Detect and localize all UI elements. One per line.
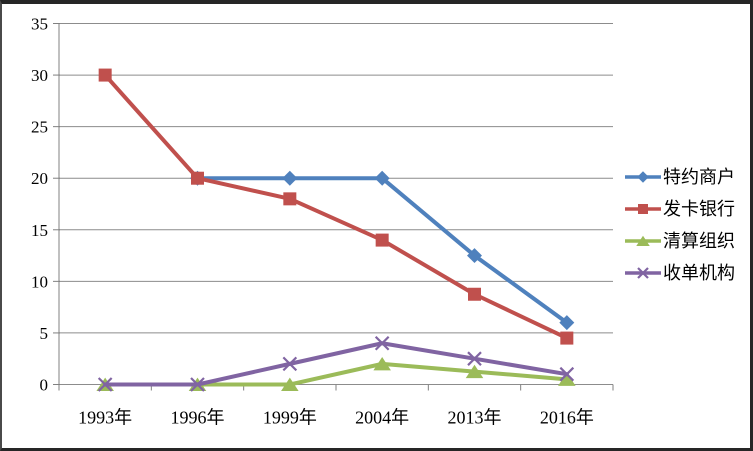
legend-item-special-merchants[interactable]: 特约商户 <box>625 161 747 193</box>
series-发卡银行[interactable] <box>98 68 574 345</box>
x-line-legend-icon <box>625 267 661 279</box>
x-tick-label: 1993年 <box>78 408 132 428</box>
y-tick-label: 15 <box>31 221 48 240</box>
y-tick-label: 35 <box>31 15 48 34</box>
legend-item-clearing-organizations[interactable]: 清算组织 <box>625 225 747 257</box>
y-tick-label: 0 <box>40 376 49 395</box>
x-tick-label: 2016年 <box>540 408 594 428</box>
legend-item-acquiring-institutions[interactable]: 收单机构 <box>625 257 747 289</box>
y-axis-labels: 0 5 10 15 20 25 30 35 <box>31 15 48 395</box>
gridlines <box>59 23 613 385</box>
diamond-line-legend-icon <box>625 171 661 183</box>
square-line-legend-icon <box>625 204 661 214</box>
y-tick-label: 30 <box>31 66 48 85</box>
x-tick-label: 2013年 <box>448 408 502 428</box>
x-axis-labels: 1993年 1996年 1999年 2004年 2013年 2016年 <box>78 408 594 428</box>
chart-legend: 特约商户 发卡银行 清算组织 收单机构 <box>625 161 747 289</box>
series-收单机构[interactable] <box>97 335 575 392</box>
legend-label: 清算组织 <box>663 231 735 251</box>
y-tick-label: 5 <box>40 324 49 343</box>
legend-label: 特约商户 <box>663 167 735 187</box>
y-tick-label: 20 <box>31 169 48 188</box>
y-tick-label: 10 <box>31 272 48 291</box>
y-tick-label: 25 <box>31 118 48 137</box>
legend-label: 收单机构 <box>663 263 735 283</box>
x-tick-label: 1999年 <box>263 408 317 428</box>
x-tick-label: 1996年 <box>171 408 225 428</box>
axes <box>53 23 614 391</box>
series-特约商户[interactable] <box>190 170 575 331</box>
legend-label: 发卡银行 <box>663 199 735 219</box>
x-tick-label: 2004年 <box>355 408 409 428</box>
triangle-line-legend-icon <box>625 235 661 246</box>
legend-item-issuing-banks[interactable]: 发卡银行 <box>625 193 747 225</box>
